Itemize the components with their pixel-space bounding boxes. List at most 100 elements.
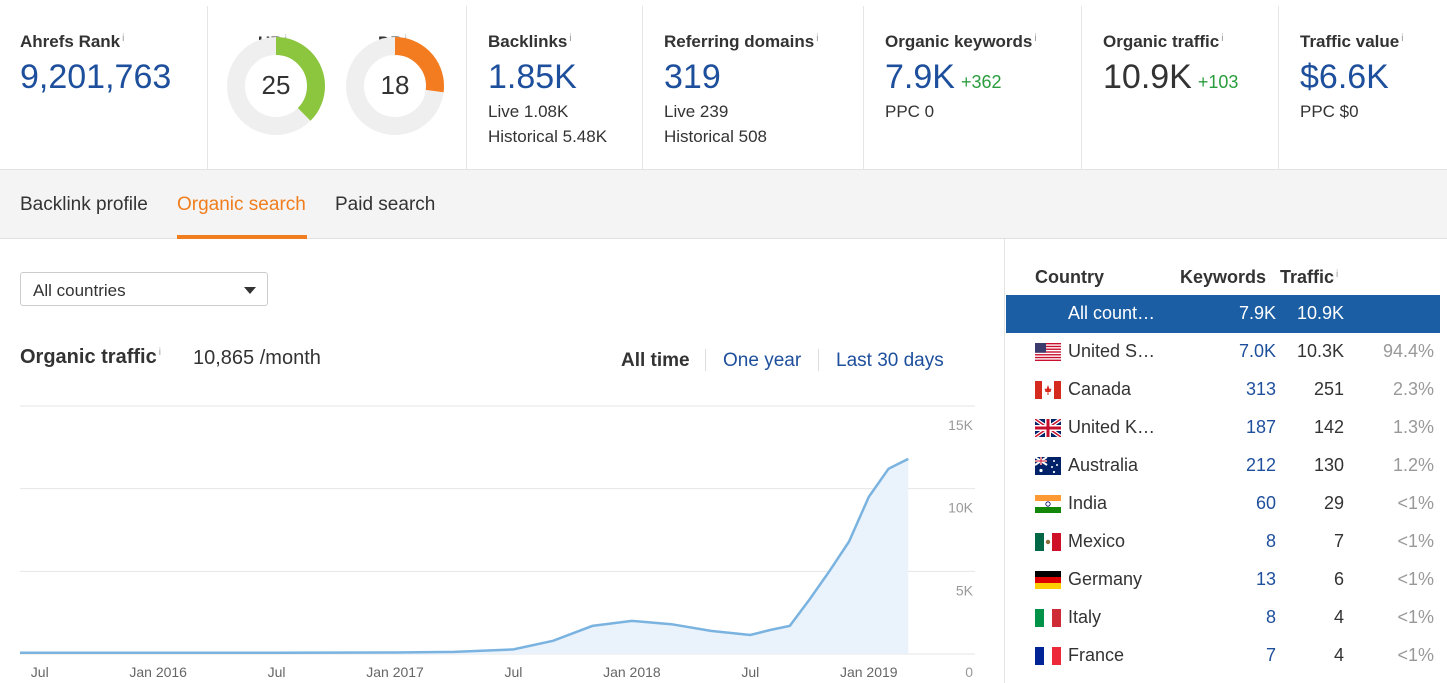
ahrefs-rank-label: Ahrefs Rank (20, 32, 121, 51)
country-name[interactable]: India (1068, 493, 1108, 513)
country-keywords[interactable]: 7.9K (1238, 303, 1276, 323)
country-row[interactable]: Australia 212 130 1.2% (1006, 447, 1440, 485)
info-icon[interactable]: i (569, 33, 572, 44)
country-name[interactable]: All count… (1068, 303, 1156, 323)
country-name[interactable]: Germany (1068, 569, 1143, 589)
country-traffic-share: 2.3% (1392, 379, 1434, 399)
country-select[interactable]: All countries (20, 272, 268, 306)
country-keywords[interactable]: 7.0K (1238, 341, 1276, 361)
country-keywords[interactable]: 212 (1245, 455, 1276, 475)
country-traffic-share: <1% (1397, 607, 1434, 627)
country-row[interactable]: United S… 7.0K 10.3K 94.4% (1006, 333, 1440, 371)
organic-traffic-card: Organic traffic i 10.9K +103 (1082, 6, 1279, 169)
country-select-value: All countries (33, 281, 126, 300)
country-keywords[interactable]: 7 (1265, 645, 1276, 665)
rating-card: UR i 25 DR i 18 (208, 6, 467, 169)
tab-paid-search[interactable]: Paid search (335, 194, 436, 215)
info-icon[interactable]: i (1034, 33, 1037, 44)
au-flag-icon (1035, 457, 1061, 475)
referring-domains-card: Referring domains i 319 Live 239 Historic… (643, 6, 864, 169)
country-traffic: 10.9K (1296, 303, 1344, 323)
panel-divider (1004, 239, 1005, 683)
backlinks-value[interactable]: 1.85K (488, 58, 577, 96)
range-all-time[interactable]: All time (621, 350, 690, 371)
us-flag-icon (1035, 343, 1061, 361)
country-row[interactable]: Mexico 8 7 <1% (1006, 523, 1440, 561)
country-keywords[interactable]: 13 (1255, 569, 1276, 589)
info-icon[interactable]: i (816, 33, 819, 44)
ahrefs-rank-card: Ahrefs Rank i 9,201,763 (0, 6, 208, 169)
country-name[interactable]: United S… (1068, 341, 1156, 361)
country-name[interactable]: Mexico (1068, 531, 1126, 551)
keywords-header[interactable]: Keywords (1180, 267, 1267, 287)
country-name[interactable]: Australia (1068, 455, 1139, 475)
country-row[interactable]: France 7 4 <1% (1006, 637, 1440, 675)
x-tick-label: Jul (31, 664, 49, 680)
range-last-30-days[interactable]: Last 30 days (836, 350, 944, 371)
country-keywords[interactable]: 60 (1255, 493, 1276, 513)
organic-keywords-card: Organic keywords i 7.9K +362 PPC 0 (864, 6, 1082, 169)
fr-flag-icon (1035, 647, 1061, 665)
tab-backlink-profile[interactable]: Backlink profile (20, 194, 148, 215)
country-traffic: 4 (1333, 645, 1344, 665)
country-traffic-share: <1% (1397, 569, 1434, 589)
country-row[interactable]: India 60 29 <1% (1006, 485, 1440, 523)
country-name[interactable]: United K… (1068, 417, 1156, 437)
country-keywords[interactable]: 8 (1265, 531, 1276, 551)
country-traffic: 130 (1313, 455, 1344, 475)
ur-gauge: 25 (227, 37, 325, 135)
active-tab-indicator (177, 235, 307, 239)
organic-keywords-delta: +362 (960, 72, 1002, 92)
country-row[interactable]: Germany 13 6 <1% (1006, 561, 1440, 599)
referring-domains-historical[interactable]: Historical 508 (664, 127, 767, 146)
x-tick-label: Jan 2017 (366, 664, 424, 680)
country-traffic: 29 (1323, 493, 1344, 513)
x-tick-label: Jan 2016 (129, 664, 187, 680)
backlinks-live[interactable]: Live 1.08K (488, 102, 569, 121)
range-one-year[interactable]: One year (723, 350, 802, 371)
x-tick-label: Jul (268, 664, 286, 680)
y-tick-label: 10K (948, 500, 974, 516)
country-traffic: 4 (1333, 607, 1344, 627)
x-tick-label: Jan 2019 (840, 664, 898, 680)
country-row-selected[interactable]: All count… 7.9K 10.9K (1006, 295, 1440, 333)
organic-keywords-value[interactable]: 7.9K (885, 58, 955, 96)
country-keywords[interactable]: 8 (1265, 607, 1276, 627)
traffic-value-value[interactable]: $6.6K (1300, 58, 1389, 96)
country-name[interactable]: France (1068, 645, 1125, 665)
organic-traffic-value: 10.9K (1103, 58, 1192, 96)
country-header[interactable]: Country (1035, 267, 1104, 287)
traffic-header[interactable]: Traffic (1280, 267, 1335, 287)
country-name[interactable]: Canada (1068, 379, 1132, 399)
in-flag-icon (1035, 495, 1061, 513)
country-row[interactable]: United K… 187 142 1.3% (1006, 409, 1440, 447)
country-traffic-share: <1% (1397, 531, 1434, 551)
organic-traffic-delta: +103 (1197, 72, 1239, 92)
info-icon[interactable]: i (122, 33, 125, 44)
traffic-value-ppc: PPC $0 (1300, 102, 1359, 121)
info-icon[interactable]: i (1401, 33, 1404, 44)
ur-gauge-arc (227, 37, 325, 135)
info-icon[interactable]: i (1336, 269, 1339, 280)
tab-organic-search[interactable]: Organic search (177, 194, 306, 215)
organic-traffic-monthly: 10,865 /month (193, 347, 321, 369)
backlinks-card: Backlinks i 1.85K Live 1.08K Historical 5… (467, 6, 643, 169)
country-row[interactable]: Canada 313 251 2.3% (1006, 371, 1440, 409)
referring-domains-label: Referring domains (664, 32, 815, 51)
organic-traffic-title: Organic traffic (20, 346, 157, 368)
chevron-down-icon (244, 287, 256, 294)
country-traffic-share: <1% (1397, 645, 1434, 665)
referring-domains-value[interactable]: 319 (664, 58, 721, 96)
ahrefs-rank-value[interactable]: 9,201,763 (20, 58, 172, 96)
country-name[interactable]: Italy (1068, 607, 1102, 627)
referring-domains-live[interactable]: Live 239 (664, 102, 729, 121)
country-traffic-share: <1% (1397, 493, 1434, 513)
country-keywords[interactable]: 313 (1245, 379, 1276, 399)
x-tick-label: Jul (741, 664, 759, 680)
y-tick-label: 5K (956, 582, 974, 598)
info-icon[interactable]: i (158, 347, 161, 358)
info-icon[interactable]: i (1221, 33, 1224, 44)
backlinks-historical[interactable]: Historical 5.48K (488, 127, 608, 146)
country-keywords[interactable]: 187 (1245, 417, 1276, 437)
country-row[interactable]: Italy 8 4 <1% (1006, 599, 1440, 637)
